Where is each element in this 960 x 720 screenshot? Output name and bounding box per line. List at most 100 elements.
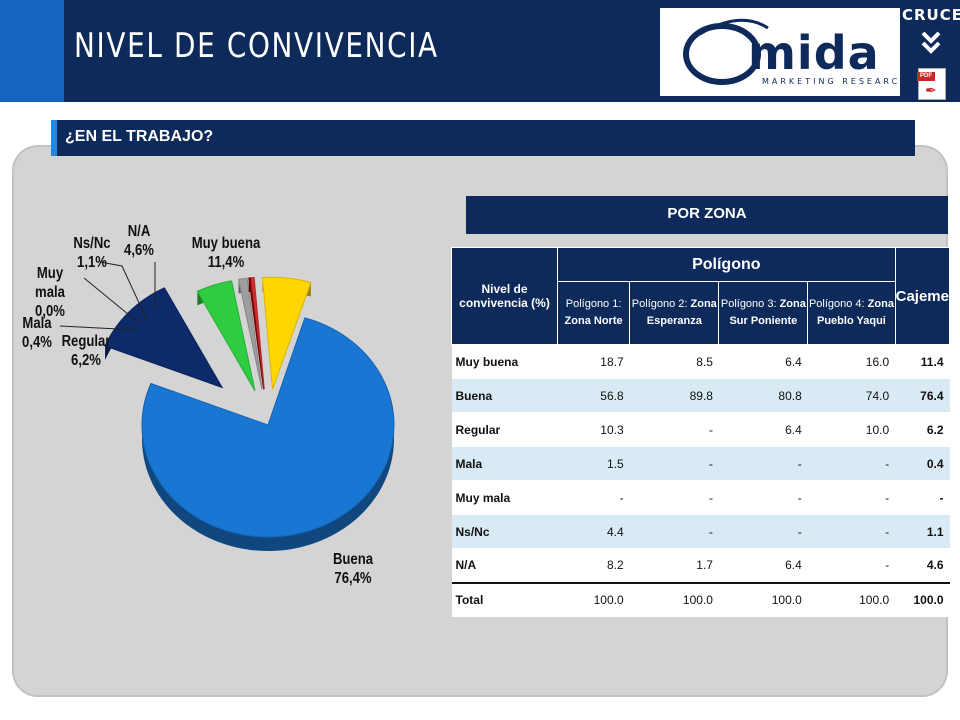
subheader-p1: Polígono 1: Zona Norte: [556, 281, 631, 345]
table-row: Mala 1.5 - - - 0.4: [451, 446, 950, 481]
pie-slice-top: [250, 276, 265, 390]
row-label: Muy mala: [451, 480, 558, 515]
subheader-p1-pre: Polígono 1:: [565, 298, 622, 310]
pie-slice-n-a: [196, 280, 256, 392]
pie-label-muy-mala: Muy mala 0,0%: [20, 264, 79, 321]
cell-p4: -: [807, 548, 896, 583]
cell-p3: -: [718, 514, 808, 549]
pie-label-nsnc-name: Ns/Nc: [73, 235, 111, 252]
cell-cajeme: 1.1: [895, 514, 950, 549]
cell-p2: -: [629, 412, 719, 447]
header-cajeme: Cajeme: [894, 247, 951, 345]
cell-p3: -: [718, 480, 808, 515]
cell-p2: -: [629, 446, 719, 481]
cell-p3: 100.0: [718, 581, 808, 617]
pie-slice-muy-mala: [248, 277, 265, 390]
logo-container: [660, 8, 900, 96]
row-label: Mala: [451, 446, 558, 481]
cell-p1: -: [557, 480, 630, 515]
cell-p2: 100.0: [629, 581, 719, 617]
row-label: Buena: [451, 378, 558, 413]
pdf-icon[interactable]: PDF ✒: [917, 68, 946, 100]
pie-slice-top: [248, 277, 265, 390]
cell-p3: 6.4: [718, 412, 808, 447]
cell-cajeme: 11.4: [895, 344, 950, 379]
cell-p2: -: [629, 514, 719, 549]
pie-label-na: N/A 4,6%: [119, 222, 160, 260]
subheader-p2: Polígono 2: Zona Esperanza: [629, 281, 720, 345]
pie-label-muy-mala-name: Muy mala: [35, 265, 65, 301]
pie-label-muy-buena: Muy buena 11,4%: [191, 234, 262, 272]
pie-label-regular-name: Regular: [61, 333, 111, 350]
table-row: Buena 56.8 89.8 80.8 74.0 76.4: [451, 378, 950, 413]
header-accent: [0, 0, 64, 102]
pie-label-muy-buena-value: 11,4%: [207, 254, 245, 271]
cell-p2: -: [629, 480, 719, 515]
cell-p1: 4.4: [557, 514, 630, 549]
data-table: Nivel de convivencia (%) Polígono Cajeme…: [451, 247, 951, 617]
cell-p3: 80.8: [718, 378, 808, 413]
cell-p1: 100.0: [557, 581, 630, 617]
pdf-swirl-icon: ✒: [925, 82, 937, 98]
cell-p2: 1.7: [629, 548, 719, 583]
subheader-p4-pre: Polígono 4:: [808, 298, 868, 310]
cell-p4: -: [807, 480, 896, 515]
pie-label-buena: Buena 76,4%: [324, 550, 381, 588]
question-text: ¿EN EL TRABAJO?: [65, 128, 214, 145]
pdf-badge: PDF: [917, 72, 935, 81]
pie-label-mala-name: Mala: [22, 315, 52, 332]
table-row: Muy buena 18.7 8.5 6.4 16.0 11.4: [451, 344, 950, 379]
cell-p1: 56.8: [557, 378, 630, 413]
subheader-p3: Polígono 3: Zona Sur Poniente: [718, 281, 809, 345]
cruces-link[interactable]: CRUCES: [902, 6, 960, 24]
row-label: Muy buena: [451, 344, 558, 379]
cell-p4: 100.0: [807, 581, 896, 617]
leader-line-mala: [59, 325, 139, 331]
pie-label-buena-name: Buena: [332, 551, 374, 568]
pie-slice-regular: [261, 276, 312, 390]
header-nivel: Nivel de convivencia (%): [451, 247, 558, 345]
chevron-down-icon[interactable]: [920, 30, 942, 60]
leader-line-nsnc: [99, 261, 147, 319]
pie-label-nsnc-value: 1,1%: [77, 254, 107, 271]
pie-slice-top: [196, 280, 256, 392]
header-poligono: Polígono: [557, 247, 896, 282]
pie-label-mala-value: 0,4%: [22, 334, 52, 351]
pie-slice-top: [237, 277, 263, 390]
logo-swoosh-icon: [683, 18, 769, 85]
subheader-p3-pre: Polígono 3:: [720, 298, 780, 310]
logo-text: mida: [748, 26, 880, 80]
pie-slice-ns-nc: [237, 277, 263, 390]
cell-p4: 74.0: [807, 378, 896, 413]
cell-cajeme: 76.4: [895, 378, 950, 413]
subheader-p2-zone: Zona Esperanza: [646, 298, 717, 327]
cell-p3: 6.4: [718, 344, 808, 379]
pie-label-muy-buena-name: Muy buena: [191, 235, 261, 252]
cell-p1: 18.7: [557, 344, 630, 379]
row-label: N/A: [451, 548, 558, 583]
pie-label-na-name: N/A: [127, 223, 151, 240]
pie-label-regular: Regular 6,2%: [61, 332, 111, 370]
cell-p1: 1.5: [557, 446, 630, 481]
cell-cajeme: 0.4: [895, 446, 950, 481]
pie-label-muy-mala-value: 0,0%: [35, 303, 65, 320]
cell-p4: -: [807, 446, 896, 481]
cell-cajeme: 100.0: [895, 581, 950, 617]
pie-slice-mala: [250, 276, 265, 390]
pie-slice-top: [261, 276, 312, 390]
subheader-p1-zone: Zona Norte: [564, 315, 623, 327]
table-row: N/A 8.2 1.7 6.4 - 4.6: [451, 548, 950, 583]
cell-p3: 6.4: [718, 548, 808, 583]
table-row: Muy mala - - - - -: [451, 480, 950, 515]
cell-p4: 16.0: [807, 344, 896, 379]
subheader-p4-zone: Zona Pueblo Yaqui: [817, 298, 894, 327]
leader-line-muy-mala: [83, 277, 141, 325]
pie-label-buena-value: 76,4%: [334, 570, 372, 587]
cell-p1: 8.2: [557, 548, 630, 583]
cell-p4: 10.0: [807, 412, 896, 447]
pie-label-na-value: 4,6%: [124, 242, 154, 259]
pie-slice-buena: [141, 317, 395, 551]
row-label: Ns/Nc: [451, 514, 558, 549]
pie-label-nsnc: Ns/Nc 1,1%: [69, 234, 115, 272]
